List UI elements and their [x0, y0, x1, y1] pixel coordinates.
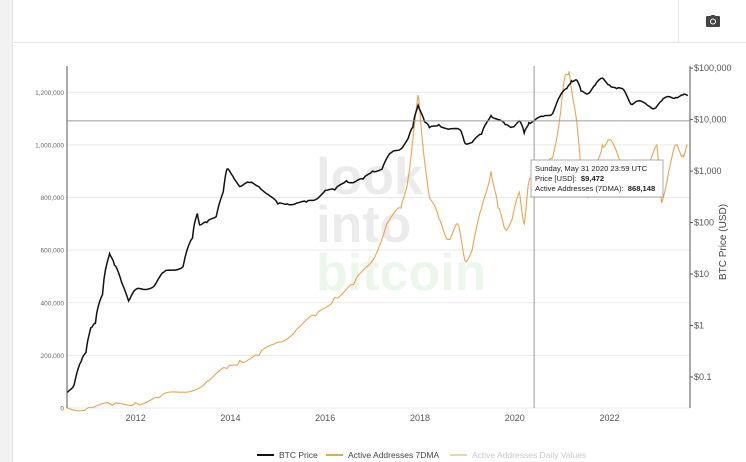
x-tick-label: 2016 [315, 413, 335, 423]
left-tick-label: 0 [60, 406, 64, 413]
left-tick-label: 600,000 [41, 248, 65, 255]
series-line-btc-price [66, 77, 689, 394]
chart-frame [12, 0, 746, 462]
grid [67, 91, 690, 409]
x-tick-label: 2014 [220, 413, 240, 423]
tooltip-aa-label: Active Addresses (7DMA): [535, 184, 624, 193]
right-tick-label: $10 [694, 269, 709, 279]
x-tick-label: 2020 [505, 413, 525, 423]
tooltip: Sunday, May 31 2020 23:59 UTC Price [USD… [530, 159, 664, 198]
x-axis: 2012 2014 2016 2018 2020 2022 [126, 413, 620, 423]
legend[interactable]: BTC Price Active Addresses 7DMA Active A… [257, 450, 586, 460]
right-tick-label: $1 [694, 321, 704, 331]
tooltip-price-label: Price [USD]: [535, 174, 577, 183]
tooltip-box [530, 159, 664, 198]
legend-item-btc-price[interactable]: BTC Price [257, 450, 318, 460]
camera-icon [706, 15, 720, 27]
series-line-active-addresses-7dma [66, 71, 688, 412]
toolbar [13, 0, 746, 43]
right-tick-label: $100 [694, 218, 714, 228]
right-tick-label: $10,000 [694, 115, 727, 125]
svg-text:Price [USD]: $9,472: Price [USD]: $9,472 [535, 174, 604, 183]
download-image-button[interactable] [678, 0, 746, 42]
tooltip-price-value: $9,472 [581, 174, 604, 183]
crosshair [67, 66, 690, 408]
legend-item-active-addresses-daily[interactable]: Active Addresses Daily Values [450, 450, 586, 460]
watermark-line-2: into [316, 196, 411, 254]
legend-label-active-addresses-7dma: Active Addresses 7DMA [348, 450, 440, 460]
x-tick-label: 2012 [126, 413, 146, 423]
series-layer [66, 71, 689, 412]
x-tick-label: 2022 [599, 413, 619, 423]
left-tick-label: 200,000 [41, 353, 65, 360]
watermark-line-3: bitcoin [316, 244, 486, 302]
legend-label-btc-price: BTC Price [279, 450, 318, 460]
watermark-line-1: look [316, 148, 423, 206]
left-axis: 0 200,000 400,000 600,000 800,000 1,000,000 1,… [35, 90, 64, 413]
legend-item-active-addresses-7dma[interactable]: Active Addresses 7DMA [326, 450, 440, 460]
right-tick-label: $0.1 [694, 372, 712, 382]
watermark: look into bitcoin [316, 148, 486, 302]
left-tick-label: 400,000 [41, 300, 65, 307]
left-tick-label: 1,000,000 [35, 142, 64, 149]
legend-label-active-addresses-daily: Active Addresses Daily Values [472, 450, 586, 460]
tooltip-date: Sunday, May 31 2020 23:59 UTC [535, 164, 648, 173]
tooltip-aa-value: 868,148 [628, 184, 655, 193]
left-tick-label: 800,000 [41, 195, 65, 202]
right-tick-label: $1,000 [694, 166, 722, 176]
left-tick-label: 1,200,000 [35, 90, 64, 97]
svg-text:Active Addresses (7DMA):: Active Addresses (7DMA): 868,148 [535, 184, 655, 193]
right-axis-title: BTC Price (USD) [718, 204, 729, 280]
right-tick-label: $100,000 [694, 63, 732, 73]
x-tick-label: 2018 [410, 413, 430, 423]
